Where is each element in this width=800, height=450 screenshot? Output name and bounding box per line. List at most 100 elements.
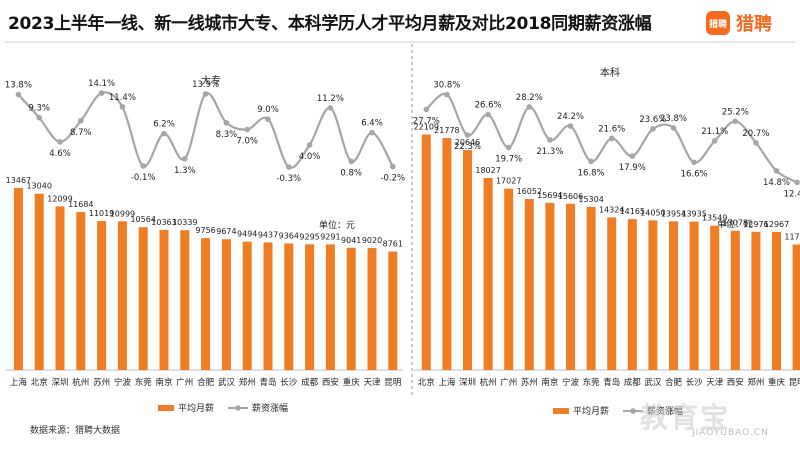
growth-value-label: 13.9%: [192, 80, 219, 90]
bar: [97, 221, 107, 370]
growth-value-label: 17.9%: [619, 163, 646, 173]
bar-value-label: 21778: [434, 126, 459, 135]
category-label: 北京: [418, 377, 435, 388]
category-label: 天津: [363, 377, 381, 388]
growth-point: [547, 137, 553, 143]
growth-value-label: 7.0%: [236, 137, 258, 147]
bar: [284, 243, 294, 370]
growth-point: [505, 144, 512, 151]
category-label: 东莞: [583, 377, 601, 388]
bar-value-label: 13935: [681, 210, 706, 219]
growth-value-label: 6.4%: [361, 119, 383, 129]
growth-point: [36, 114, 42, 121]
bar: [772, 231, 781, 370]
bar: [159, 229, 169, 370]
growth-point: [691, 159, 697, 166]
category-label: 上海: [438, 377, 456, 388]
growth-point: [15, 91, 22, 98]
legend-bar-swatch: [553, 408, 569, 414]
category-label: 重庆: [768, 377, 786, 388]
bar-value-label: 11684: [68, 200, 93, 209]
bar: [566, 203, 575, 370]
growth-value-label: 8.3%: [216, 130, 238, 140]
bar-value-label: 9020: [362, 236, 382, 245]
panel-title: 本科: [600, 66, 620, 79]
bar-value-label: 16052: [517, 187, 542, 196]
bar: [669, 221, 678, 370]
growth-point: [567, 123, 574, 129]
growth-value-label: 13.8%: [5, 81, 32, 91]
bar-value-label: 8761: [383, 240, 403, 249]
bar: [730, 230, 740, 370]
growth-point: [732, 118, 739, 125]
bar-value-label: 9364: [279, 231, 299, 240]
growth-point: [223, 120, 230, 126]
category-label: 苏州: [521, 377, 538, 388]
watermark-url: JIAOYUBAO.CN: [692, 428, 769, 438]
growth-point: [485, 111, 491, 118]
bar-value-label: 10999: [110, 209, 135, 218]
bar: [180, 230, 190, 370]
bar: [117, 221, 127, 370]
category-label: 长沙: [280, 377, 298, 388]
growth-value-label: 16.6%: [681, 169, 708, 179]
category-label: 重庆: [343, 377, 361, 388]
bar-value-label: 9494: [237, 230, 257, 239]
growth-value-label: 28.2%: [516, 93, 543, 103]
legend-line-marker: [235, 405, 241, 411]
legend-line-marker: [630, 408, 636, 414]
growth-point: [526, 104, 533, 110]
bar-value-label: 10339: [172, 218, 197, 227]
logo-icon: 猎聘: [706, 11, 730, 35]
bar-value-label: 9756: [195, 226, 215, 235]
growth-point: [78, 117, 84, 124]
growth-point: [244, 126, 250, 133]
growth-value-label: 27.7%: [413, 116, 440, 126]
bar: [325, 244, 335, 370]
growth-point: [57, 139, 63, 145]
growth-point: [608, 135, 615, 142]
growth-value-label: -0.1%: [131, 173, 156, 183]
bar: [504, 188, 514, 370]
growth-value-label: 4.0%: [299, 152, 321, 162]
growth-value-label: 23.6%: [639, 115, 666, 125]
category-label: 郑州: [747, 377, 764, 388]
growth-point: [753, 139, 759, 146]
growth-point: [161, 130, 167, 137]
bar-value-label: 11019: [89, 209, 114, 218]
growth-value-label: 25.2%: [722, 107, 749, 117]
category-label: 广州: [500, 377, 517, 388]
bar: [263, 242, 273, 370]
bar-value-label: 13549: [702, 214, 727, 223]
growth-point: [390, 163, 396, 170]
growth-value-label: 20.7%: [742, 129, 769, 139]
bar-value-label: 22109: [414, 123, 439, 132]
category-label: 武汉: [644, 377, 662, 388]
category-label: 深圳: [459, 377, 476, 388]
bar: [305, 244, 315, 370]
growth-point: [202, 91, 209, 97]
bar-value-label: 14050: [640, 208, 665, 217]
bar: [367, 248, 377, 370]
category-label: 南京: [155, 377, 172, 388]
growth-point: [629, 153, 636, 159]
bar: [76, 212, 86, 370]
category-label: 苏州: [93, 377, 110, 388]
bar: [607, 217, 617, 370]
legend-label: 薪资涨幅: [647, 405, 683, 417]
growth-point: [670, 125, 677, 131]
growth-value-label: 21.1%: [701, 127, 728, 137]
bar-value-label: 9291: [320, 232, 340, 241]
growth-value-label: 26.6%: [475, 101, 502, 111]
bar-value-label: 12099: [47, 194, 72, 203]
bar: [34, 193, 44, 370]
growth-value-label: 12.4%: [784, 189, 800, 199]
legend-bar-swatch: [158, 405, 174, 411]
bar-value-label: 9674: [216, 227, 236, 236]
bar: [792, 244, 800, 370]
bar-value-label: 17027: [496, 177, 521, 186]
category-label: 昆明: [789, 378, 800, 388]
bar: [388, 251, 398, 370]
legend-label: 平均月薪: [573, 405, 609, 417]
unit-label: 单位：元: [319, 219, 355, 231]
